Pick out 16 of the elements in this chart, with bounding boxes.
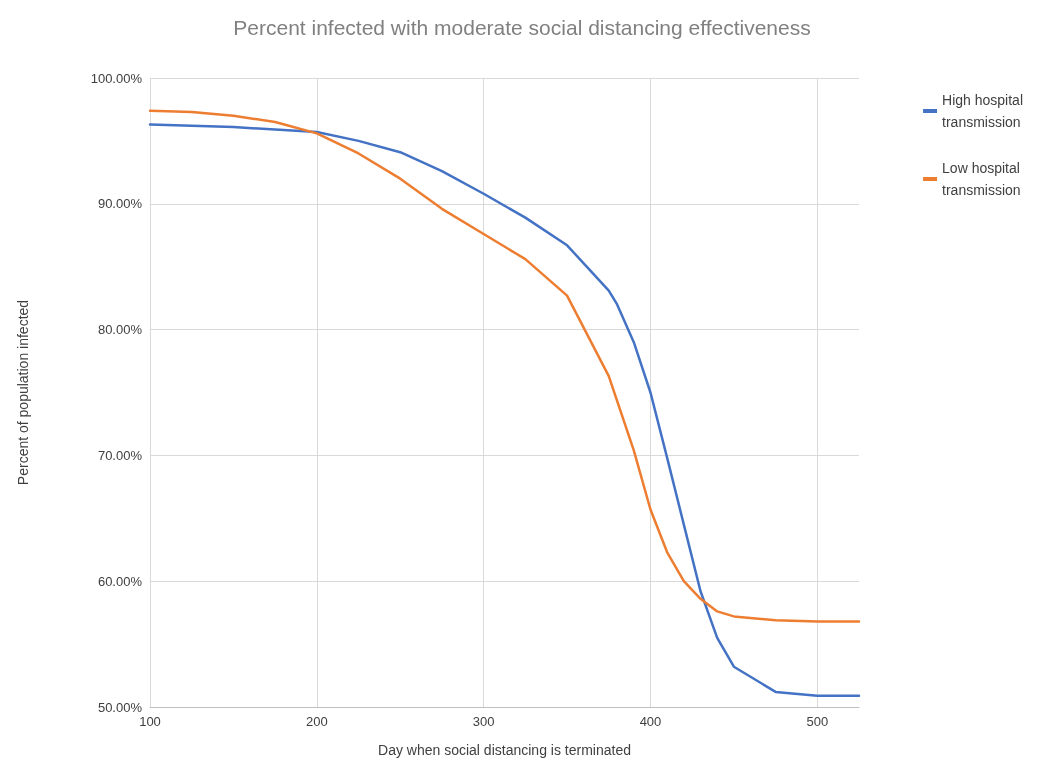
- x-tick-label: 300: [472, 714, 495, 729]
- y-tick-label: 60.00%: [97, 573, 143, 589]
- y-tick-label: 70.00%: [97, 447, 143, 463]
- x-tick-label: 200: [305, 714, 328, 729]
- y-tick-label: 90.00%: [97, 196, 143, 212]
- x-tick-label: 400: [639, 714, 662, 729]
- x-tick-label: 500: [806, 714, 829, 729]
- y-tick-label: 80.00%: [97, 322, 143, 338]
- legend-label: High hospital transmission: [942, 92, 1023, 130]
- legend-label: Low hospital transmission: [942, 160, 1021, 198]
- x-axis-title: Day when social distancing is terminated: [378, 742, 631, 758]
- y-tick-label: 100.00%: [90, 70, 143, 86]
- x-tick-label: 100: [139, 714, 161, 729]
- y-axis-title: Percent of population infected: [15, 299, 31, 486]
- chart-title: Percent infected with moderate social distancing effectiveness: [233, 16, 811, 39]
- y-tick-label: 50.00%: [97, 699, 143, 715]
